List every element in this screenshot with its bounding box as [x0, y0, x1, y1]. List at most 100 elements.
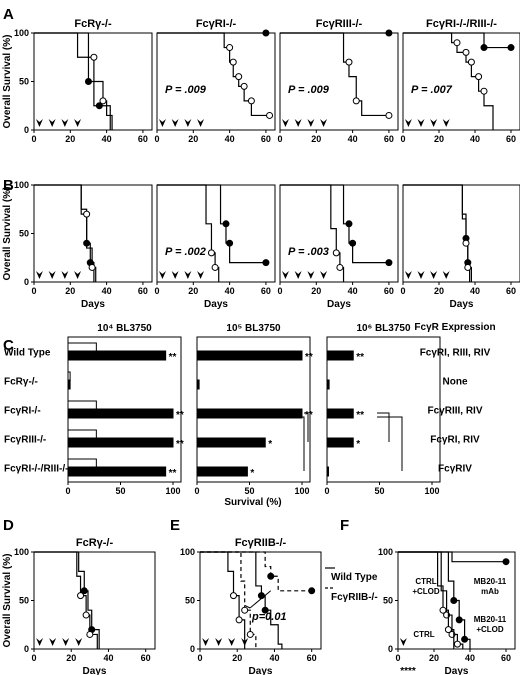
- significance-stars: ****: [400, 666, 416, 675]
- x-axis-label: Days: [81, 299, 105, 310]
- x-tick-label: 0: [395, 653, 400, 663]
- treated-bar: [326, 437, 354, 448]
- injection-arrow: [442, 271, 450, 279]
- x-tick-label: 60: [261, 286, 271, 296]
- data-point: [267, 572, 275, 580]
- chart-title: FcγRI-/-: [196, 18, 237, 30]
- survival-curve-2: [200, 551, 246, 649]
- x-tick-label: 0: [154, 134, 159, 144]
- x-tick-label: 20: [65, 286, 75, 296]
- y-axis-label: Overall Survival (%): [2, 554, 13, 648]
- x-axis-label: Days: [327, 299, 351, 310]
- injection-arrow: [442, 119, 450, 127]
- injection-arrow: [430, 119, 438, 127]
- data-point: [222, 220, 230, 228]
- x-tick-label: 60: [501, 653, 511, 663]
- data-point: [246, 630, 254, 638]
- x-tick-label: 40: [465, 653, 475, 663]
- chart-title: FcRγ-/-: [76, 537, 114, 549]
- x-tick-label: 0: [154, 286, 159, 296]
- data-point: [464, 263, 472, 271]
- data-point: [461, 635, 469, 643]
- bar-panel-title: 10⁴ BL3750: [97, 323, 152, 334]
- injection-arrow: [399, 638, 407, 646]
- p-value-label: P = .009: [165, 84, 207, 96]
- p-value-pointer: [249, 590, 272, 609]
- x-tick-label: 0: [31, 134, 36, 144]
- treated-bar: [196, 437, 266, 448]
- injection-arrow: [61, 271, 69, 279]
- y-tick-label: 100: [180, 547, 195, 557]
- data-point: [385, 111, 393, 119]
- significance-stars: *: [250, 468, 254, 479]
- x-tick-label: 60: [261, 134, 271, 144]
- curve-label: MB20-11: [474, 615, 507, 624]
- injection-arrow: [62, 638, 70, 646]
- data-point: [257, 592, 265, 600]
- legend-label: Wild Type: [331, 572, 378, 583]
- y-axis-label: Overall Survival (%): [2, 187, 13, 281]
- treated-bar: [67, 466, 167, 477]
- curve-label: CTRL: [413, 630, 434, 639]
- injection-arrow: [404, 119, 412, 127]
- injection-arrow: [184, 271, 192, 279]
- panel-letter-e: E: [170, 517, 180, 534]
- injection-arrow: [320, 271, 328, 279]
- y-axis-label: Overall Survival (%): [2, 35, 13, 129]
- injection-arrow: [171, 119, 179, 127]
- y-tick-label: 100: [378, 547, 393, 557]
- comparison-bracket: [377, 412, 390, 442]
- chart-title: FcγRIII-/-: [316, 18, 363, 30]
- data-point: [266, 111, 274, 119]
- legend-label: FcγRIIB-/-: [331, 592, 378, 603]
- survival-curve-2: [403, 184, 472, 282]
- injection-arrow: [184, 119, 192, 127]
- y-tick-label: 0: [24, 277, 29, 287]
- data-point: [86, 630, 94, 638]
- chart-title: FcγRI-/-/RIII-/-: [426, 18, 497, 30]
- comparison-bracket: [300, 416, 305, 471]
- x-tick-label: 60: [506, 134, 516, 144]
- curve-label: mAb: [481, 587, 499, 596]
- injection-arrow: [158, 119, 166, 127]
- data-point: [235, 616, 243, 624]
- treated-bar: [326, 466, 329, 477]
- data-point: [480, 87, 488, 95]
- x-tick-label: 60: [307, 653, 317, 663]
- x-tick-label: 50: [244, 486, 254, 496]
- x-axis-label: Days: [450, 299, 474, 310]
- treated-bar: [196, 350, 303, 361]
- x-axis-label: Days: [83, 666, 107, 675]
- survival-curve-2: [280, 184, 345, 282]
- survival-curve-2: [157, 184, 220, 282]
- injection-arrow: [197, 119, 205, 127]
- survival-chart-f: 0 20 40 60050100DaysCTRL+CLODMB20-11mAbCTRL…: [378, 547, 516, 675]
- x-tick-label: 0: [194, 486, 199, 496]
- injection-arrow: [404, 271, 412, 279]
- significance-stars: **: [305, 410, 313, 421]
- significance-stars: **: [356, 352, 364, 363]
- panel-letter-b: B: [3, 177, 14, 194]
- figure-text-layer: A B C D E F: [3, 6, 349, 534]
- x-tick-label: 40: [348, 286, 358, 296]
- data-point: [467, 58, 475, 66]
- comparison-bracket: [377, 416, 403, 471]
- x-tick-label: 0: [197, 653, 202, 663]
- survival-chart-b3: 0 20 40 60 Days P = .003: [277, 184, 399, 310]
- expression-label: FcγRIII, RIV: [427, 406, 482, 417]
- treated-bar: [326, 408, 354, 419]
- injection-arrow: [49, 638, 57, 646]
- data-point: [229, 58, 237, 66]
- y-tick-label: 100: [14, 547, 29, 557]
- injection-arrow: [35, 119, 43, 127]
- x-tick-label: 20: [232, 653, 242, 663]
- injection-arrow: [48, 119, 56, 127]
- x-tick-label: 50: [115, 486, 125, 496]
- data-point: [211, 263, 219, 271]
- panel-letter-f: F: [340, 517, 349, 534]
- injection-arrow: [215, 638, 223, 646]
- treated-bar: [67, 379, 71, 390]
- injection-arrow: [74, 271, 82, 279]
- y-tick-label: 0: [190, 644, 195, 654]
- treated-bar: [67, 437, 174, 448]
